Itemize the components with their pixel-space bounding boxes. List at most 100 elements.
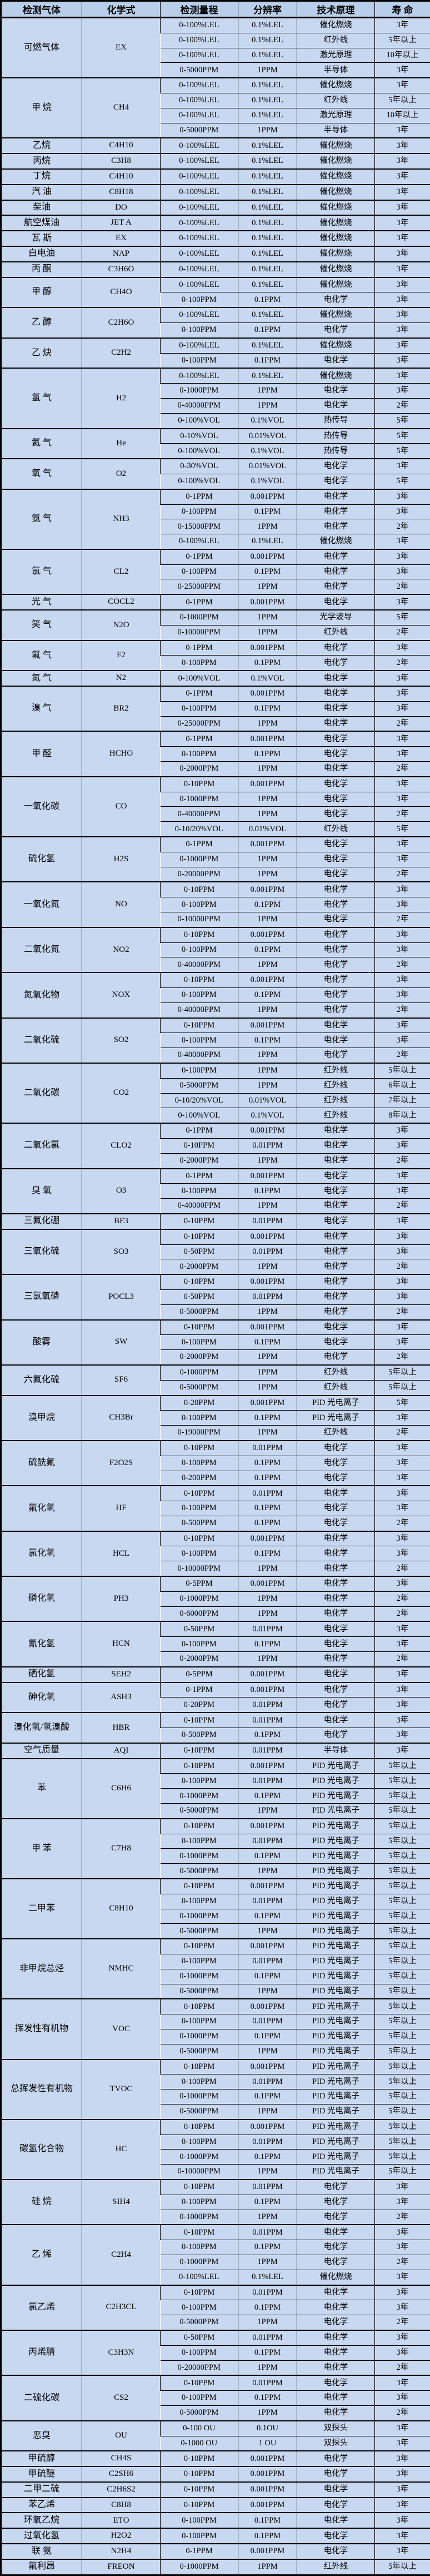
principle-cell: 电化学 <box>297 2466 375 2482</box>
resolution-cell: 0.01PPM <box>238 2285 297 2300</box>
resolution-cell: 0.01PPM <box>238 1289 297 1304</box>
range-cell: 0-20PPM <box>161 1396 238 1411</box>
resolution-cell: 0.01%VOL <box>238 429 297 444</box>
principle-cell: 催化燃烧 <box>297 153 375 169</box>
lifespan-cell: 3年 <box>375 731 430 746</box>
resolution-cell: 0.001PPM <box>238 641 297 656</box>
gas-name-cell: 二甲二硫 <box>1 2482 82 2498</box>
resolution-cell: 1PPM <box>238 762 297 777</box>
principle-cell: 催化燃烧 <box>297 138 375 153</box>
gas-name-cell: 氟利昂 <box>1 2559 82 2575</box>
range-cell: 0-2000PPM <box>161 1259 238 1274</box>
resolution-cell: 1PPM <box>238 610 297 625</box>
range-cell: 0-100PPM <box>161 1411 238 1426</box>
gas-name-cell: 氢 气 <box>1 368 82 428</box>
principle-cell: 电化学 <box>297 549 375 564</box>
formula-cell: TVOC <box>82 2059 161 2120</box>
gas-name-cell: 砷化氢 <box>1 1682 82 1713</box>
lifespan-cell: 2年 <box>375 656 430 671</box>
lifespan-cell: 3年 <box>375 1471 430 1486</box>
lifespan-cell: 2年 <box>375 762 430 777</box>
range-cell: 0-100PPM <box>161 1894 238 1909</box>
lifespan-cell: 3年 <box>375 1123 430 1138</box>
lifespan-cell: 5年以上 <box>375 1894 430 1909</box>
resolution-cell: 0.1%LEL <box>238 169 297 185</box>
resolution-cell: 0.01PPM <box>238 2180 297 2195</box>
range-cell: 0-500PPM <box>161 1728 238 1743</box>
resolution-cell: 0.1%LEL <box>238 138 297 153</box>
principle-cell: 电化学 <box>297 1244 375 1259</box>
gas-name-cell: 六氟化硫 <box>1 1365 82 1396</box>
lifespan-cell: 3年 <box>375 792 430 807</box>
resolution-cell: 0.1PPM <box>238 1516 297 1531</box>
resolution-cell: 0.1PPM <box>238 747 297 762</box>
resolution-cell: 0.001PPM <box>238 972 297 987</box>
principle-cell: 光学波导 <box>297 610 375 625</box>
lifespan-cell: 3年 <box>375 1531 430 1546</box>
resolution-cell: 0.1%LEL <box>238 2270 297 2285</box>
lifespan-cell: 3年 <box>375 1229 430 1244</box>
resolution-cell: 0.001PPM <box>238 2451 297 2466</box>
lifespan-cell: 10年以上 <box>375 48 430 63</box>
range-cell: 0-5000PPM <box>161 1380 238 1395</box>
lifespan-cell: 8年以上 <box>375 1108 430 1123</box>
gas-name-cell: 甲 醛 <box>1 731 82 776</box>
principle-cell: 电化学 <box>297 353 375 368</box>
principle-cell: 双探头 <box>297 2421 375 2436</box>
range-cell: 0-1000PPM <box>161 792 238 807</box>
resolution-cell: 0.1PPM <box>238 1456 297 1471</box>
formula-cell: N2O <box>82 610 161 641</box>
lifespan-cell: 2年 <box>375 1591 430 1606</box>
resolution-cell: 0.1%LEL <box>238 215 297 231</box>
resolution-cell: 0.1PPM <box>238 504 297 519</box>
range-cell: 0-1000PPM <box>161 1789 238 1804</box>
resolution-cell: 0.001PPM <box>238 882 297 897</box>
resolution-cell: 0.01%VOL <box>238 822 297 837</box>
range-cell: 0-20PPM <box>161 1698 238 1713</box>
lifespan-cell: 3年 <box>375 262 430 277</box>
principle-cell: 催化燃烧 <box>297 78 375 93</box>
resolution-cell: 0.01PPM <box>238 1713 297 1728</box>
lifespan-cell: 5年 <box>375 610 430 625</box>
resolution-cell: 0.1%LEL <box>238 33 297 48</box>
lifespan-cell: 2年 <box>375 1259 430 1274</box>
principle-cell: 电化学 <box>297 701 375 716</box>
principle-cell: 电化学 <box>297 1501 375 1516</box>
principle-cell: 红外线 <box>297 1063 375 1078</box>
lifespan-cell: 3年 <box>375 686 430 701</box>
gas-name-cell: 苯乙烯 <box>1 2498 82 2513</box>
formula-cell: HC <box>82 2120 161 2180</box>
resolution-cell: 1PPM <box>238 1984 297 1999</box>
resolution-cell: 1PPM <box>238 1002 297 1018</box>
lifespan-cell: 5年 <box>375 413 430 428</box>
range-cell: 0-10PPM <box>161 1939 238 1954</box>
lifespan-cell: 5年以上 <box>375 2074 430 2089</box>
gas-name-cell: 氰化氢 <box>1 1621 82 1666</box>
range-cell: 0-1PPM <box>161 594 238 610</box>
resolution-cell: 0.1%LEL <box>238 18 297 33</box>
formula-cell: H2O2 <box>82 2528 161 2544</box>
range-cell: 0-5000PPM <box>161 1924 238 1939</box>
principle-cell: 双探头 <box>297 2436 375 2451</box>
gas-name-cell: 硫酰氟 <box>1 1441 82 1486</box>
principle-cell: PID 光电离子 <box>297 1969 375 1984</box>
formula-cell: CS2 <box>82 2375 161 2420</box>
range-cell: 0-2000PPM <box>161 1350 238 1365</box>
header-cell-formula: 化学式 <box>82 1 161 18</box>
resolution-cell: 0.01PPM <box>238 1743 297 1759</box>
lifespan-cell: 3年 <box>375 2270 430 2285</box>
resolution-cell: 1PPM <box>238 2210 297 2225</box>
formula-cell: C4H10 <box>82 169 161 185</box>
lifespan-cell: 2年 <box>375 1426 430 1441</box>
lifespan-cell: 5年以上 <box>375 1849 430 1864</box>
